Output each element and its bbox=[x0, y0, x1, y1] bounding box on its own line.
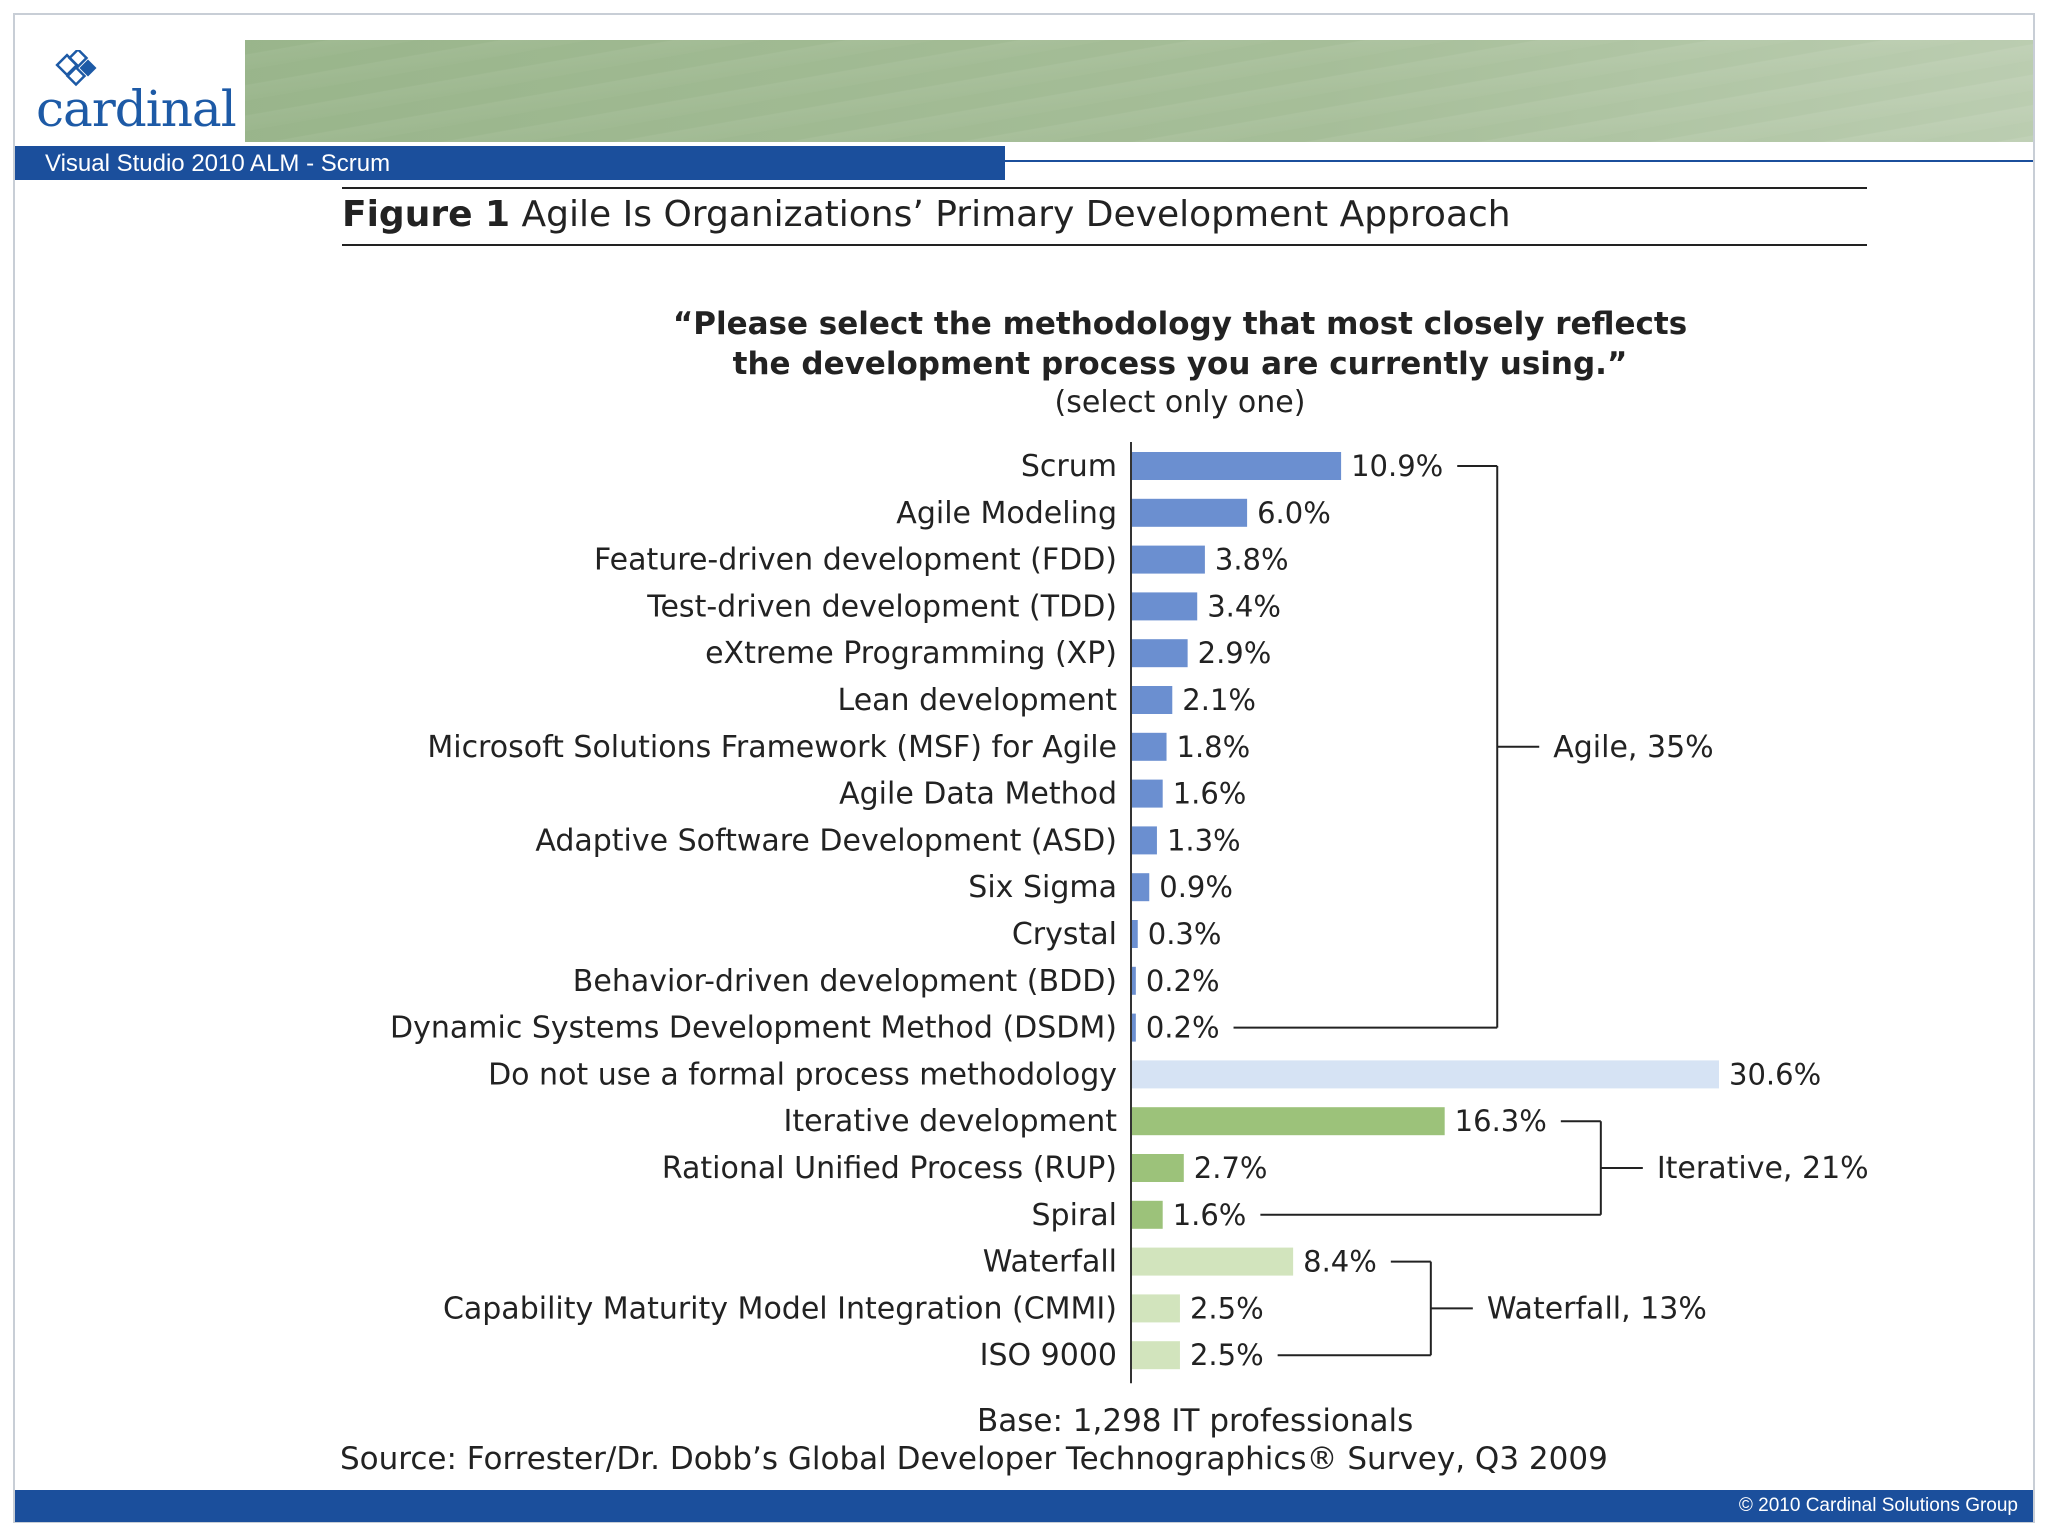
value-label: 0.3% bbox=[1148, 917, 1222, 951]
bar bbox=[1132, 452, 1342, 480]
base-note: Base: 1,298 IT professionals bbox=[977, 1403, 1414, 1439]
bar bbox=[1132, 545, 1205, 574]
value-label: 1.3% bbox=[1167, 823, 1241, 857]
source-note: Source: Forrester/Dr. Dobb’s Global Deve… bbox=[340, 1441, 1608, 1477]
bar bbox=[1132, 1247, 1294, 1276]
value-label: 3.4% bbox=[1207, 589, 1281, 623]
footer-bar bbox=[15, 1490, 2033, 1522]
value-label: 1.8% bbox=[1177, 730, 1251, 764]
bar bbox=[1132, 498, 1248, 527]
bar bbox=[1132, 1341, 1180, 1370]
bar bbox=[1132, 592, 1198, 621]
category-label: Scrum bbox=[1021, 449, 1117, 484]
value-label: 3.8% bbox=[1215, 543, 1289, 577]
figure-bottom-rule bbox=[342, 244, 1867, 246]
category-label: Do not use a formal process methodology bbox=[488, 1057, 1117, 1092]
value-label: 10.9% bbox=[1351, 449, 1443, 483]
figure-title: Figure 1 Agile Is Organizations’ Primary… bbox=[342, 194, 1511, 235]
category-label: Agile Data Method bbox=[839, 777, 1117, 812]
question-line-2: the development process you are currentl… bbox=[732, 346, 1628, 382]
value-label: 2.5% bbox=[1190, 1291, 1264, 1325]
category-label: Six Sigma bbox=[968, 870, 1117, 905]
header-banner-overlay bbox=[245, 40, 2033, 142]
bar bbox=[1132, 966, 1136, 995]
bar bbox=[1132, 686, 1173, 714]
value-label: 2.7% bbox=[1194, 1151, 1268, 1185]
value-label: 0.9% bbox=[1159, 870, 1233, 904]
bar bbox=[1132, 1107, 1445, 1136]
category-label: Behavior-driven development (BDD) bbox=[573, 964, 1117, 999]
category-label: ISO 9000 bbox=[980, 1338, 1117, 1373]
category-label: Test-driven development (TDD) bbox=[646, 589, 1117, 624]
category-label: Spiral bbox=[1032, 1198, 1117, 1233]
figure-title-text: Agile Is Organizations’ Primary Developm… bbox=[521, 194, 1511, 235]
group-label: Iterative, 21% bbox=[1657, 1151, 1869, 1186]
category-label: Crystal bbox=[1012, 917, 1117, 952]
bar bbox=[1132, 1294, 1180, 1323]
value-label: 30.6% bbox=[1729, 1057, 1821, 1091]
value-label: 2.1% bbox=[1182, 683, 1256, 717]
category-label: Rational Unified Process (RUP) bbox=[662, 1151, 1117, 1186]
bar bbox=[1132, 1154, 1184, 1182]
value-label: 16.3% bbox=[1455, 1104, 1547, 1138]
category-label: Feature-driven development (FDD) bbox=[594, 543, 1117, 578]
category-label: Dynamic Systems Development Method (DSDM… bbox=[390, 1011, 1117, 1046]
bar bbox=[1132, 779, 1163, 808]
value-label: 1.6% bbox=[1173, 1198, 1247, 1232]
value-label: 0.2% bbox=[1146, 964, 1220, 998]
logo-text: cardinal bbox=[36, 80, 237, 138]
bar bbox=[1132, 920, 1138, 948]
category-label: eXtreme Programming (XP) bbox=[705, 636, 1117, 671]
value-label: 6.0% bbox=[1257, 496, 1331, 530]
category-label: Microsoft Solutions Framework (MSF) for … bbox=[427, 730, 1117, 765]
figure-top-rule bbox=[342, 187, 1867, 189]
value-label: 1.6% bbox=[1173, 777, 1247, 811]
category-label: Agile Modeling bbox=[896, 496, 1117, 531]
figure-label: Figure 1 bbox=[342, 194, 511, 235]
course-title-bar bbox=[15, 146, 1005, 180]
group-label: Waterfall, 13% bbox=[1487, 1291, 1707, 1326]
bar bbox=[1132, 1060, 1719, 1089]
bar bbox=[1132, 1013, 1136, 1042]
category-label: Lean development bbox=[838, 683, 1118, 718]
value-label: 8.4% bbox=[1303, 1245, 1377, 1279]
bar bbox=[1132, 732, 1167, 761]
category-label: Adaptive Software Development (ASD) bbox=[535, 823, 1117, 858]
title-bar-rule bbox=[1005, 160, 2033, 162]
group-label: Agile, 35% bbox=[1553, 730, 1713, 765]
value-label: 2.5% bbox=[1190, 1338, 1264, 1372]
category-label: Iterative development bbox=[783, 1104, 1117, 1139]
bar bbox=[1132, 873, 1150, 902]
category-label: Waterfall bbox=[983, 1245, 1117, 1280]
course-title: Visual Studio 2010 ALM - Scrum bbox=[45, 150, 391, 177]
slide-frame bbox=[13, 13, 2035, 1523]
value-label: 0.2% bbox=[1146, 1011, 1220, 1045]
bar bbox=[1132, 826, 1157, 855]
footer-copyright: © 2010 Cardinal Solutions Group bbox=[1738, 1495, 2018, 1516]
value-label: 2.9% bbox=[1198, 636, 1272, 670]
bar bbox=[1132, 1200, 1163, 1229]
cardinal-logo-icon bbox=[55, 50, 97, 87]
question-line-3: (select only one) bbox=[1054, 385, 1306, 420]
bar bbox=[1132, 639, 1188, 668]
question-line-1: “Please select the methodology that most… bbox=[672, 306, 1688, 342]
category-label: Capability Maturity Model Integration (C… bbox=[443, 1291, 1117, 1326]
